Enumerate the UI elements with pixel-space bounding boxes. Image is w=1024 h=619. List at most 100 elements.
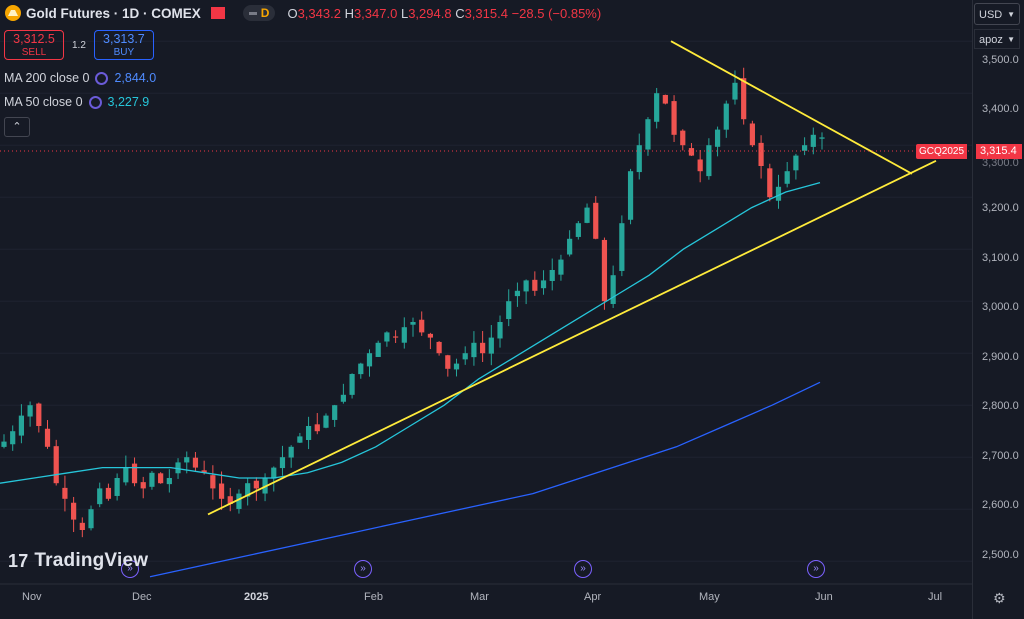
time-label: Jun bbox=[815, 591, 833, 603]
chevron-down-icon: ▼ bbox=[1007, 10, 1015, 19]
candle-body bbox=[340, 394, 346, 402]
price-tick: 3,500.0 bbox=[982, 54, 1019, 66]
ma50-line bbox=[0, 181, 821, 484]
candle-body bbox=[436, 341, 442, 354]
candle-body bbox=[375, 342, 381, 357]
event-marker-icon[interactable]: » bbox=[354, 560, 372, 578]
candle-body bbox=[271, 467, 277, 479]
time-label: May bbox=[699, 591, 720, 603]
candle-body bbox=[245, 483, 251, 497]
candle-body bbox=[366, 353, 373, 367]
candle-body bbox=[358, 363, 364, 375]
candle-body bbox=[688, 148, 695, 156]
candle-body bbox=[401, 327, 407, 343]
candle-body bbox=[332, 405, 338, 420]
price-axis[interactable] bbox=[972, 0, 1024, 619]
gear-icon[interactable]: ⚙ bbox=[993, 590, 1006, 606]
candle-body bbox=[427, 333, 434, 338]
candle-body bbox=[279, 457, 286, 469]
sell-button[interactable]: 3,312.5 SELL bbox=[4, 30, 64, 60]
candle-body bbox=[523, 280, 529, 292]
candle-body bbox=[184, 457, 190, 463]
price-tick: 2,700.0 bbox=[982, 450, 1019, 462]
candle-body bbox=[445, 355, 451, 369]
candle-body bbox=[741, 78, 747, 120]
indicator-ma200[interactable]: MA 200 close 0 2,844.0 bbox=[4, 71, 157, 85]
candle-body bbox=[593, 202, 599, 239]
candle-body bbox=[105, 487, 112, 499]
candle-body bbox=[480, 342, 486, 354]
candle-body bbox=[549, 270, 555, 281]
candle-body bbox=[218, 483, 225, 499]
candle-body bbox=[793, 155, 799, 171]
chart-header: Gold Futures · 1D · COMEX D O3,343.2 H3,… bbox=[0, 0, 601, 26]
candle-body bbox=[27, 405, 33, 417]
spread-value: 1.2 bbox=[72, 39, 86, 51]
candle-body bbox=[305, 426, 312, 440]
ohlc-readout: O3,343.2 H3,347.0 L3,294.8 C3,315.4 −28.… bbox=[287, 5, 602, 21]
candle-body bbox=[166, 478, 172, 485]
candle-body bbox=[410, 322, 416, 325]
price-tick: 2,900.0 bbox=[982, 351, 1019, 363]
candle-body bbox=[697, 159, 703, 172]
candle-body bbox=[654, 93, 660, 122]
candle-body bbox=[575, 223, 581, 237]
candle-body bbox=[497, 322, 503, 339]
candle-body bbox=[314, 424, 320, 432]
tradingview-watermark: 17 TradingView bbox=[8, 550, 149, 571]
loading-icon bbox=[95, 71, 109, 85]
candle-body bbox=[297, 436, 303, 443]
time-label: Feb bbox=[364, 591, 383, 603]
candle-body bbox=[114, 478, 120, 496]
candle-body bbox=[801, 145, 808, 151]
event-marker-icon[interactable]: » bbox=[807, 560, 825, 578]
symbol-title[interactable]: Gold Futures · 1D · COMEX bbox=[26, 5, 201, 21]
candle-body bbox=[97, 488, 103, 505]
resistance-trendline bbox=[670, 40, 913, 175]
trade-panel: 3,312.5 SELL 1.2 3,313.7 BUY bbox=[4, 30, 154, 60]
candle-body bbox=[749, 123, 755, 146]
candle-body bbox=[767, 168, 773, 198]
candle-body bbox=[506, 301, 512, 320]
candle-body bbox=[123, 467, 129, 483]
candle-body bbox=[619, 223, 625, 271]
ma200-line bbox=[149, 381, 821, 578]
candle-body bbox=[131, 463, 138, 484]
candle-body bbox=[706, 145, 712, 177]
collapse-legend-button[interactable]: ⌃ bbox=[4, 117, 30, 137]
candle-body bbox=[514, 290, 521, 297]
price-tick: 3,300.0 bbox=[982, 157, 1019, 169]
candle-body bbox=[680, 130, 686, 146]
interval-badge[interactable]: D bbox=[242, 5, 276, 21]
candle-body bbox=[140, 482, 146, 489]
candle-body bbox=[671, 101, 677, 135]
candle-body bbox=[44, 428, 51, 447]
candle-body bbox=[175, 462, 181, 474]
chart-canvas[interactable] bbox=[0, 0, 972, 619]
candle-body bbox=[567, 238, 573, 255]
candle-body bbox=[227, 496, 233, 504]
unit-selector[interactable]: apoz ▼ bbox=[974, 29, 1020, 49]
candle-body bbox=[392, 336, 399, 338]
candle-body bbox=[462, 353, 468, 360]
gold-symbol-icon bbox=[5, 5, 21, 21]
flag-icon[interactable] bbox=[210, 7, 225, 19]
candle-body bbox=[192, 457, 199, 468]
time-label: Dec bbox=[132, 591, 152, 603]
price-tick: 2,800.0 bbox=[982, 400, 1019, 412]
candle-body bbox=[558, 259, 564, 275]
candle-body bbox=[79, 522, 85, 530]
event-marker-icon[interactable]: » bbox=[121, 560, 139, 578]
loading-icon bbox=[88, 95, 102, 109]
candle-body bbox=[1, 441, 7, 447]
candle-body bbox=[627, 171, 634, 220]
candle-body bbox=[236, 493, 242, 509]
candle-body bbox=[723, 103, 729, 130]
candle-body bbox=[201, 470, 207, 473]
event-marker-icon[interactable]: » bbox=[574, 560, 592, 578]
currency-selector[interactable]: USD ▼ bbox=[974, 3, 1020, 25]
indicator-ma50[interactable]: MA 50 close 0 3,227.9 bbox=[4, 95, 150, 109]
candle-body bbox=[610, 275, 616, 304]
buy-button[interactable]: 3,313.7 BUY bbox=[93, 30, 154, 60]
candle-body bbox=[384, 332, 390, 342]
